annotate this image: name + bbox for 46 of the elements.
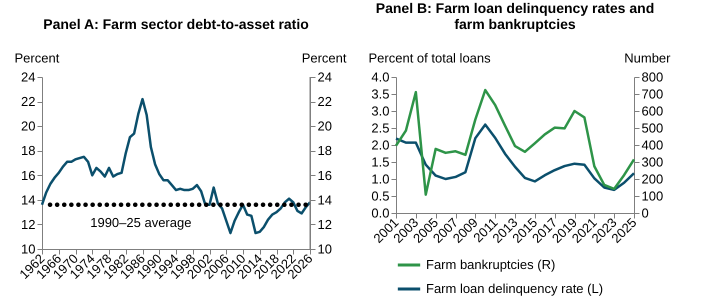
y-tick-label: 4.0 [371,70,390,84]
y-tick-label: 3.0 [371,104,390,118]
line-series [40,98,312,234]
y-tick-label: 24 [21,70,36,84]
y-tick-label: 3.5 [371,86,390,102]
y-tick-label: 1.5 [371,154,390,170]
y-tick-label: 20 [21,118,36,134]
y2-tick-label: 12 [318,216,332,232]
y-tick-label: 22 [21,94,36,110]
y-tick-label: 0.0 [371,206,390,220]
y2-tick-label: 400 [642,138,664,152]
line-series [394,88,636,196]
y2-tick-label: 0 [642,206,649,220]
y2-axis-title: Number [624,50,672,66]
y2-tick-label: 22 [318,94,332,110]
legend-label: Farm bankruptcies (R) [426,257,556,272]
y2-axis-title: Percent [302,50,347,66]
y-tick-label: 18 [21,143,36,158]
y-tick-label: 12 [21,216,36,232]
y2-tick-label: 100 [642,188,664,204]
y2-tick-label: 10 [318,242,332,256]
legend-label: Farm loan delinquency rate (L) [426,281,604,296]
y-axis-title: Percent [14,50,60,66]
y2-tick-label: 600 [642,104,664,118]
y2-tick-label: 700 [642,86,664,102]
y2-tick-label: 200 [642,172,664,186]
y-tick-label: 10 [21,242,36,256]
ref-line-label: 1990–25 average [90,214,192,230]
y2-tick-label: 16 [318,168,332,183]
y-tick-label: 1.0 [371,172,390,186]
chart-title: Panel A: Farm sector debt-to-asset ratio [43,16,309,32]
y2-tick-label: 14 [318,192,332,208]
y-tick-label: 2.0 [371,138,390,152]
y2-tick-label: 500 [642,120,664,136]
y-tick-label: 0.5 [371,188,390,204]
line-series [394,123,636,192]
chart-title: Panel B: Farm loan delinquency rates and farm bankruptcies [376,0,654,32]
y2-tick-label: 800 [642,70,664,84]
y2-tick-label: 18 [318,143,332,158]
y-tick-label: 2.5 [371,120,390,136]
y-tick-label: 16 [21,168,36,183]
y-axis-title: Percent of total loans [368,50,492,66]
y2-tick-label: 300 [642,154,664,170]
y-tick-label: 14 [21,192,36,208]
y2-tick-label: 24 [318,70,332,84]
y2-tick-label: 20 [318,118,332,134]
